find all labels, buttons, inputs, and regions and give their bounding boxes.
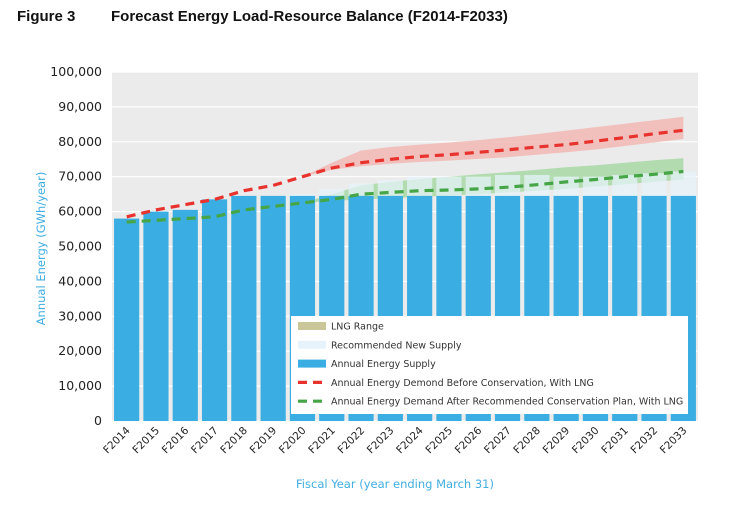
supply-bar bbox=[231, 195, 257, 421]
y-tick-label: 20,000 bbox=[58, 343, 102, 358]
recommended-supply-bar bbox=[319, 188, 345, 196]
y-tick-label: 100,000 bbox=[50, 64, 102, 79]
x-tick-label: F2017 bbox=[189, 425, 221, 457]
x-tick-label: F2031 bbox=[599, 425, 631, 457]
recommended-supply-bar bbox=[289, 194, 316, 196]
x-tick-label: F2014 bbox=[101, 424, 133, 456]
x-tick-label: F2019 bbox=[248, 425, 280, 457]
demand-before-conservation-line bbox=[126, 128, 684, 219]
x-tick-label: F2021 bbox=[306, 425, 338, 457]
x-tick-label: F2029 bbox=[541, 425, 573, 457]
figure-title: Forecast Energy Load-Resource Balance (F… bbox=[111, 8, 508, 25]
y-tick-label: 50,000 bbox=[58, 239, 102, 254]
y-tick-label: 60,000 bbox=[58, 204, 102, 219]
legend-swatch-recommended-supply bbox=[298, 340, 326, 349]
x-tick-label: F2016 bbox=[160, 424, 192, 456]
recommended-supply-bar bbox=[670, 171, 696, 196]
y-tick-label: 90,000 bbox=[58, 99, 102, 114]
legend-box bbox=[291, 316, 688, 414]
x-tick-label: F2030 bbox=[570, 425, 602, 457]
legend-label: LNG Range bbox=[331, 322, 384, 333]
supply-bar bbox=[143, 211, 169, 421]
x-tick-label: F2022 bbox=[336, 425, 368, 457]
supply-bar bbox=[201, 199, 228, 421]
supply-bar bbox=[114, 218, 140, 421]
supply-bar bbox=[260, 195, 286, 421]
recommended-supply-bar bbox=[494, 174, 521, 196]
recommended-supply-bar bbox=[612, 174, 638, 196]
recommended-supply-bar bbox=[582, 176, 609, 196]
demand-after-conservation-line bbox=[126, 169, 684, 224]
y-tick-label: 30,000 bbox=[58, 308, 102, 323]
legend-swatch-energy-supply bbox=[298, 359, 326, 368]
y-tick-label: 70,000 bbox=[58, 169, 102, 184]
legend-label: Annual Energy Demond Before Conservation… bbox=[331, 378, 594, 389]
recommended-supply-bar bbox=[436, 176, 462, 196]
recommended-supply-bar bbox=[641, 173, 667, 196]
x-tick-label: F2032 bbox=[629, 425, 661, 457]
x-tick-label: F2018 bbox=[218, 425, 250, 457]
recommended-supply-bar bbox=[465, 176, 491, 196]
legend-label: Recommended New Supply bbox=[331, 340, 462, 351]
lng-range-band-upper bbox=[126, 116, 684, 217]
y-tick-label: 0 bbox=[94, 413, 102, 428]
x-axis-title: Fiscal Year (year ending March 31) bbox=[296, 477, 494, 491]
x-tick-label: F2020 bbox=[277, 425, 309, 457]
x-tick-label: F2027 bbox=[482, 425, 514, 457]
x-tick-label: F2025 bbox=[423, 425, 455, 457]
lng-range-band-lower bbox=[126, 158, 684, 223]
legend-label: Annual Energy Demand After Recommended C… bbox=[331, 397, 683, 408]
legend-swatch-lng-range bbox=[298, 322, 326, 330]
x-tick-label: F2023 bbox=[365, 425, 397, 457]
x-tick-label: F2024 bbox=[394, 424, 426, 456]
x-tick-label: F2026 bbox=[453, 424, 485, 456]
recommended-supply-bar bbox=[407, 176, 433, 196]
y-axis-title: Annual Energy (GWh/year) bbox=[34, 172, 48, 326]
x-tick-label: F2015 bbox=[130, 425, 162, 457]
y-tick-label: 80,000 bbox=[58, 134, 102, 149]
figure-label: Figure 3 bbox=[17, 8, 76, 25]
y-tick-label: 40,000 bbox=[58, 273, 102, 288]
y-tick-label: 10,000 bbox=[58, 378, 102, 393]
supply-bar bbox=[172, 209, 198, 421]
x-tick-label: F2028 bbox=[511, 425, 543, 457]
legend-label: Annual Energy Supply bbox=[331, 359, 436, 370]
x-tick-label: F2033 bbox=[658, 425, 690, 457]
